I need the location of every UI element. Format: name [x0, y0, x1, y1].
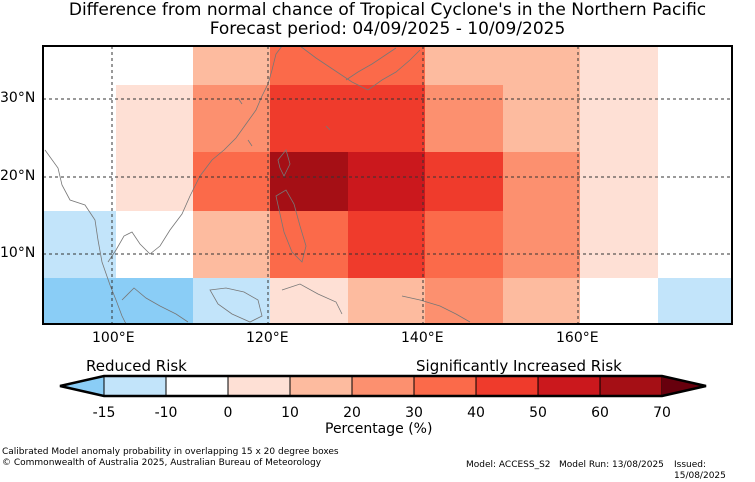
risk-cell: [116, 85, 193, 152]
colorbar-tick-label: 60: [591, 405, 609, 421]
colorbar-tick-label: -15: [92, 405, 116, 421]
map-panel: [42, 45, 733, 325]
risk-cell: [270, 85, 425, 152]
lon-label: 120°E: [246, 330, 289, 346]
colorbar-tick-label: 30: [405, 405, 423, 421]
chart-title: Difference from normal chance of Tropica…: [68, 0, 707, 20]
coastlines: [44, 45, 471, 325]
model-name: Model: ACCESS_S2: [466, 460, 551, 470]
colorbar-tick-label: 50: [529, 405, 547, 421]
colorbar-swatch: [662, 376, 706, 396]
risk-cell: [116, 152, 193, 211]
colorbar-outline: [59, 374, 707, 398]
risk-cell: [580, 46, 658, 86]
risk-cells: [43, 46, 732, 324]
risk-cell: [193, 46, 270, 86]
risk-cell: [348, 211, 425, 278]
risk-cell: [348, 152, 425, 211]
colorbar-tick-label: 40: [467, 405, 485, 421]
risk-cell: [425, 46, 580, 86]
issued-date: Issued: 15/08/2025: [674, 460, 726, 481]
risk-cell: [43, 278, 193, 324]
colorbar-swatch: [351, 375, 415, 397]
risk-cell: [580, 85, 658, 152]
colorbar-swatch: [537, 375, 601, 397]
colorbar-tick-label: 20: [343, 405, 361, 421]
risk-cell: [270, 278, 348, 324]
colorbar-tick-label: 10: [281, 405, 299, 421]
footer-note: Calibrated Model anomaly probability in …: [2, 447, 339, 457]
colorbar-swatch: [413, 375, 477, 397]
model-run: Model Run: 13/08/2025: [559, 460, 664, 470]
risk-cell: [503, 211, 580, 278]
risk-cell: [193, 152, 270, 211]
risk-cell: [580, 152, 658, 211]
colorbar-tick-label: 70: [653, 405, 671, 421]
reduced-risk-label: Reduced Risk: [86, 357, 187, 375]
risk-cell: [193, 278, 270, 324]
lon-label: 140°E: [401, 330, 444, 346]
risk-cell: [425, 152, 503, 211]
colorbar-swatch: [227, 375, 291, 397]
risk-cell: [270, 152, 348, 211]
colorbar-swatch: [599, 375, 663, 397]
risk-cell: [193, 85, 270, 152]
risk-cell: [193, 211, 270, 278]
lat-label: 20°N: [0, 168, 36, 184]
risk-cell: [348, 278, 425, 324]
gridlines: [43, 46, 732, 324]
lon-label: 160°E: [556, 330, 599, 346]
lon-label: 100°E: [92, 330, 135, 346]
colorbar-tick-label: 0: [223, 405, 233, 421]
colorbar: [59, 374, 707, 398]
risk-cell: [503, 278, 580, 324]
lat-label: 30°N: [0, 90, 36, 106]
risk-cell: [425, 211, 503, 278]
colorbar-tick-label: -10: [154, 405, 178, 421]
lat-label: 10°N: [0, 245, 36, 261]
risk-cell: [580, 211, 658, 278]
colorbar-swatch: [289, 375, 353, 397]
colorbar-swatch: [165, 375, 229, 397]
colorbar-title: Percentage (%): [325, 421, 433, 437]
colorbar-swatch: [103, 375, 167, 397]
risk-cell: [658, 278, 732, 324]
colorbar-swatch: [60, 376, 104, 396]
footer-copyright: © Commonwealth of Australia 2025, Austra…: [2, 458, 322, 468]
map-frame: [42, 45, 733, 325]
colorbar-swatch: [475, 375, 539, 397]
risk-cell: [270, 211, 348, 278]
increased-risk-label: Significantly Increased Risk: [416, 357, 622, 375]
risk-cell: [425, 278, 503, 324]
risk-cell: [503, 85, 580, 152]
risk-cell: [425, 85, 503, 152]
risk-cell: [503, 152, 580, 211]
forecast-period: Forecast period: 04/09/2025 - 10/09/2025: [209, 19, 566, 39]
